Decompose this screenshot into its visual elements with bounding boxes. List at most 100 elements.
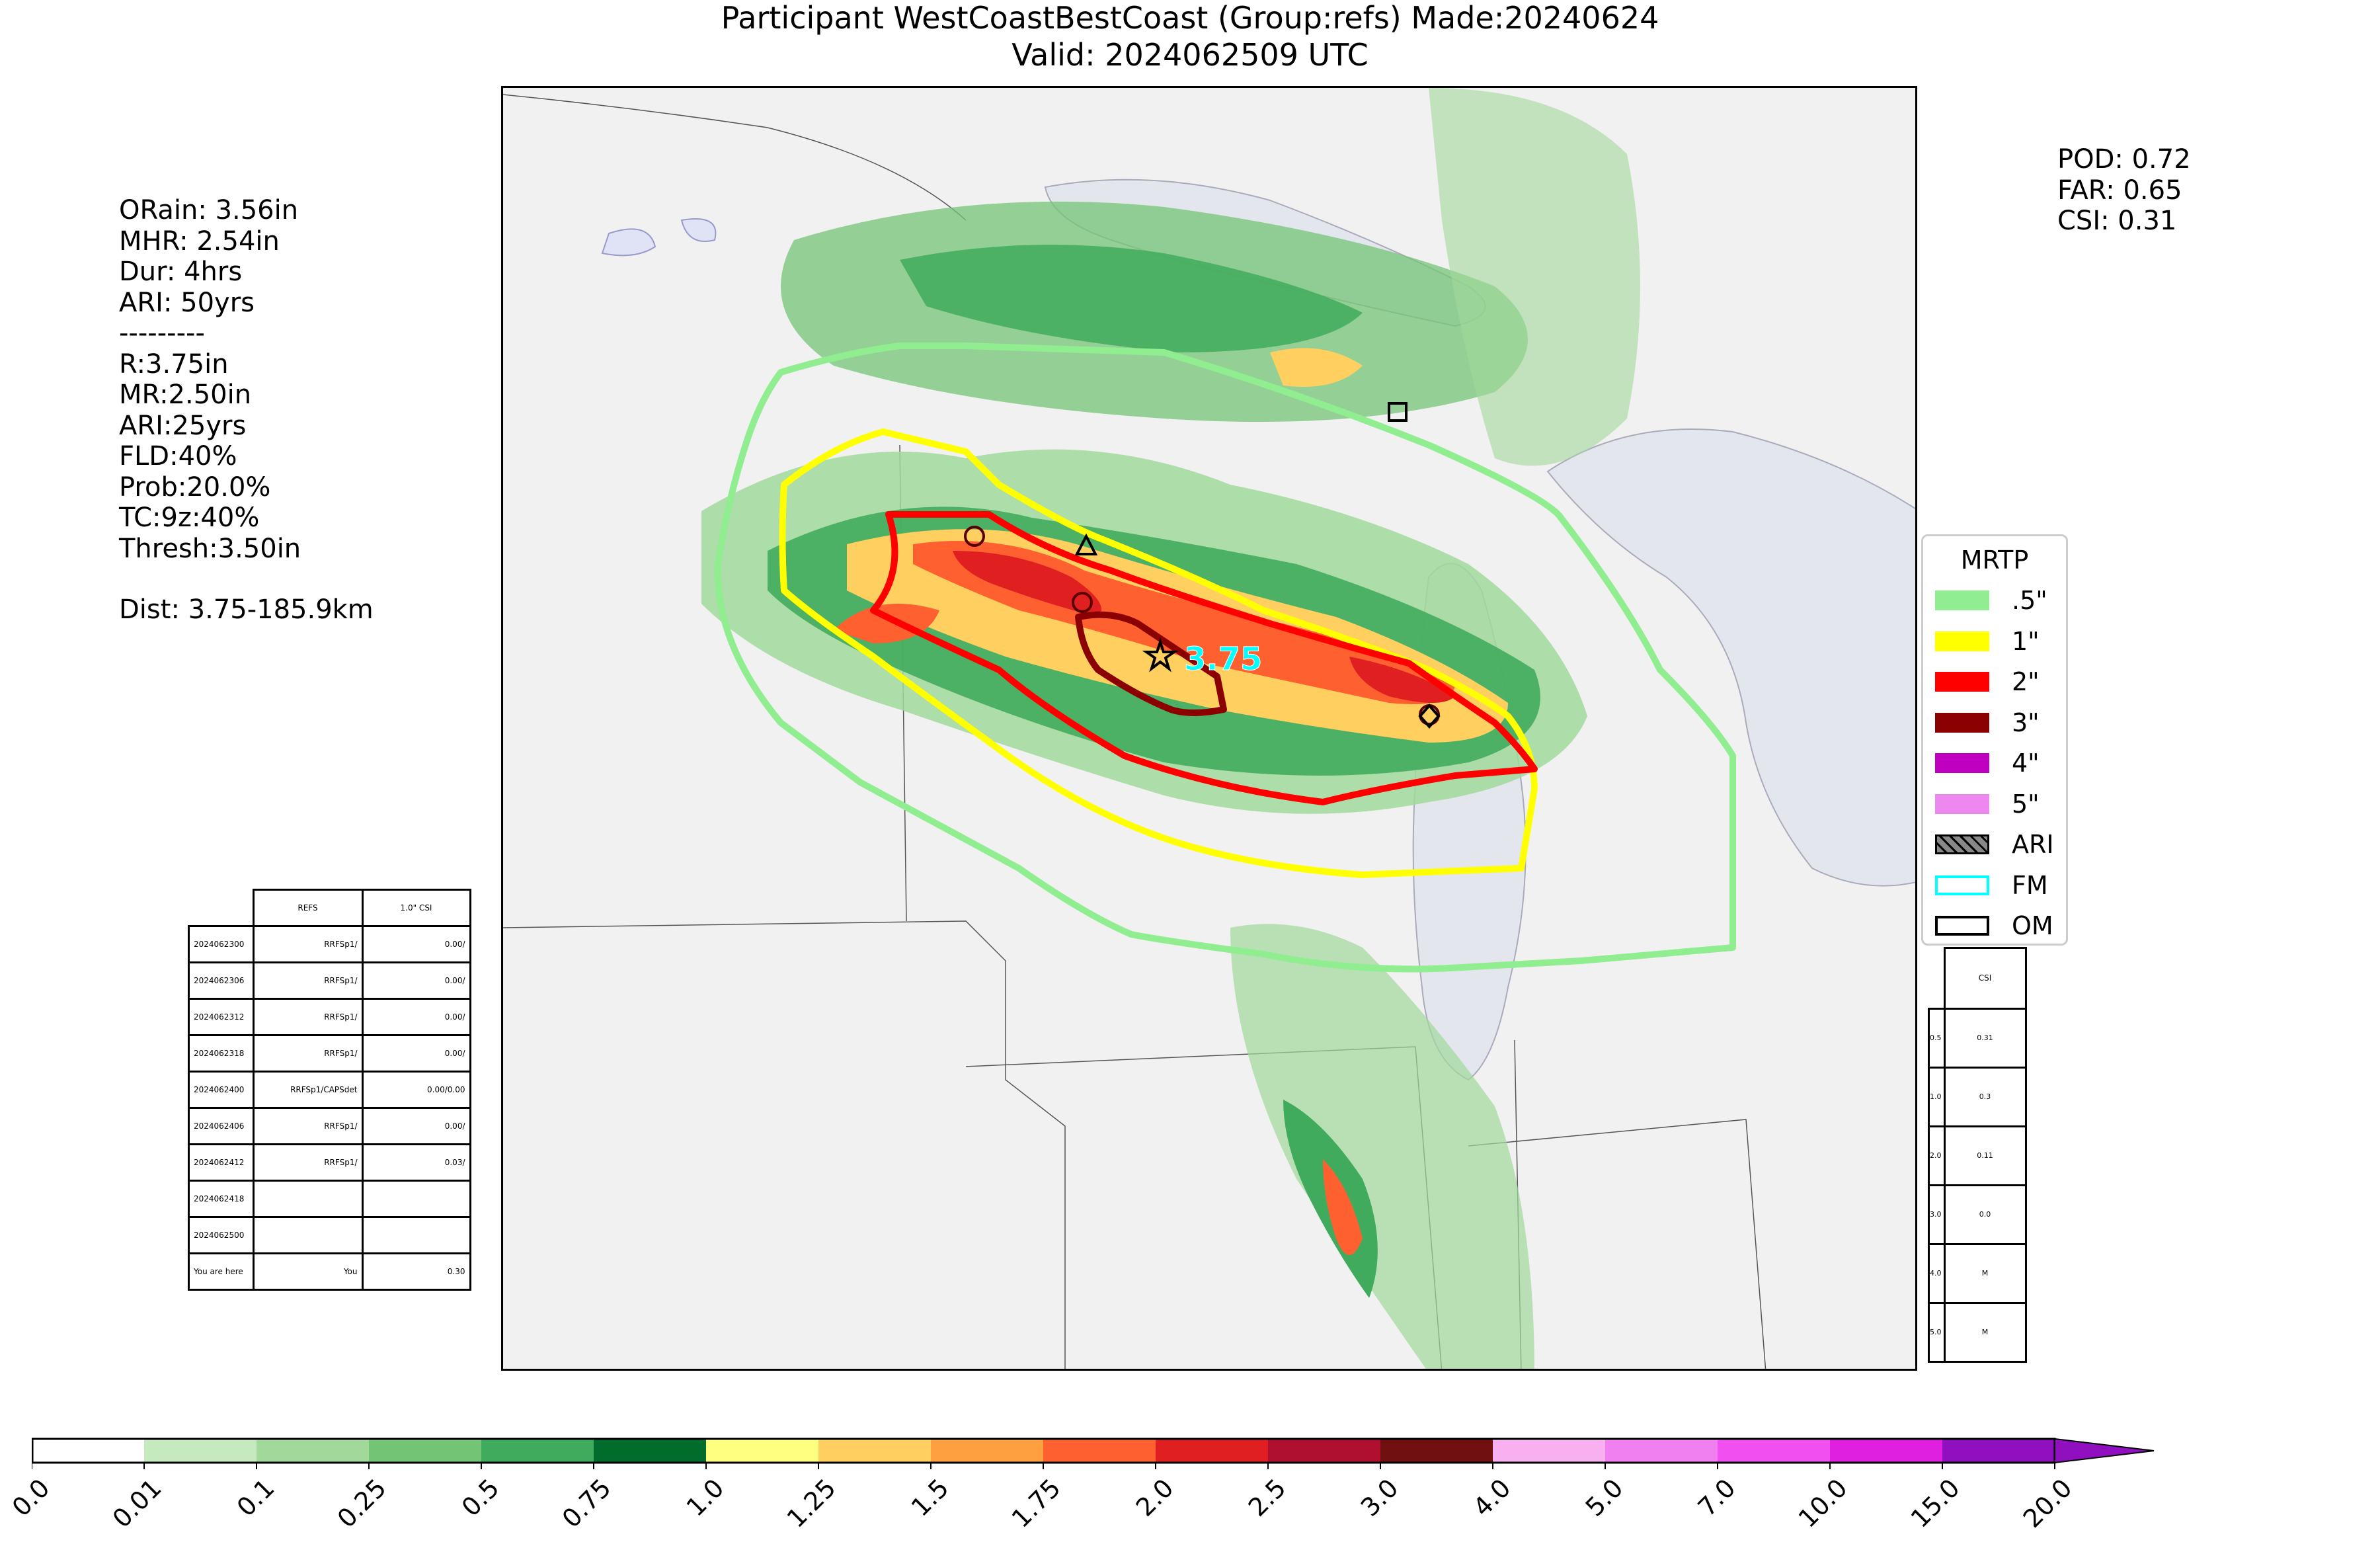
table-cell: 2024062300 (188, 925, 255, 963)
colorbar-segment (1605, 1439, 1718, 1463)
stat-line: ORain: 3.56in (119, 195, 299, 225)
colorbar-segment (32, 1439, 144, 1463)
legend-label: 5" (2012, 789, 2040, 819)
colorbar-extend-arrow (2054, 1438, 2155, 1464)
map-markers (964, 402, 1441, 729)
contour-3-inch (1075, 611, 1227, 716)
observation-circle-marker (1072, 592, 1093, 613)
table-row: 2024062406 RRFSp1/0.00/ (188, 1107, 471, 1145)
table-row: 0.5 0.31 (1928, 1007, 2027, 1069)
table-cell (361, 1180, 471, 1218)
verification-stats-left: ORain: 3.56in MHR: 2.54in Dur: 4hrs ARI:… (119, 195, 374, 626)
table-cell: 2024062406 (188, 1107, 255, 1145)
table-row: You are here You 0.30 (188, 1252, 471, 1291)
table-cell: You (252, 1252, 364, 1291)
table-cell: M (1943, 1301, 2027, 1363)
table-cell: 2024062306 (188, 961, 255, 1000)
table-cell: 4.0 (1928, 1242, 1946, 1304)
table-cell: M (1943, 1242, 2027, 1304)
colorbar-segment (818, 1439, 931, 1463)
colorbar-segment (1268, 1439, 1380, 1463)
table-cell: 2.0 (1928, 1125, 1946, 1186)
legend-swatch (1935, 875, 1989, 895)
stat-line (119, 564, 374, 594)
table-header-cell (188, 889, 255, 927)
colorbar-segment (1156, 1439, 1268, 1463)
table-row: 5.0 M (1928, 1301, 2027, 1363)
table-cell: 0.5 (1928, 1007, 1946, 1069)
contour-2-inch (870, 511, 1538, 805)
table-row: 3.0 0.0 (1928, 1184, 2027, 1245)
table-row: 2024062306 RRFSp1/0.00/ (188, 961, 471, 1000)
colorbar-tick-label: 1.5 (905, 1473, 955, 1522)
table-row: 1.0 0.3 (1928, 1066, 2027, 1127)
table-cell: 0.00/ (361, 998, 471, 1036)
colorbar-tick-label: 0.1 (231, 1473, 280, 1522)
verification-stats-right: POD: 0.72 FAR: 0.65 CSI: 0.31 (2057, 144, 2191, 237)
lake-small-2 (680, 218, 717, 242)
stat-line: ARI:25yrs (119, 410, 247, 441)
legend-label: 2" (2012, 667, 2040, 696)
table-cell (252, 1216, 364, 1254)
table-cell: 0.00/ (361, 1034, 471, 1073)
colorbar-tick-label: 0.01 (107, 1473, 168, 1533)
colorbar-tick-label: 0.0 (6, 1473, 56, 1522)
colorbar-segment (369, 1439, 481, 1463)
legend-item: 4" (1935, 749, 2040, 778)
table-cell: 0.03/ (361, 1143, 471, 1182)
legend-item: OM (1935, 911, 2053, 940)
mrtp-legend: MRTP .5" 1" 2" 3" 4" 5" ARI FM OM (1921, 534, 2068, 946)
legend-item: 3" (1935, 708, 2040, 737)
colorbar-segment (1718, 1439, 1830, 1463)
legend-label: FM (2012, 870, 2048, 900)
table-cell: 0.30 (361, 1252, 471, 1291)
table-cell: 2024062312 (188, 998, 255, 1036)
table-cell: RRFSp1/ (252, 961, 364, 1000)
far-stat: FAR: 0.65 (2057, 175, 2182, 206)
table-cell: 0.00/ (361, 961, 471, 1000)
precipitation-map[interactable]: 3.75 (501, 86, 1917, 1371)
table-cell: 0.00/0.00 (361, 1071, 471, 1109)
table-cell: RRFSp1/ (252, 998, 364, 1036)
colorbar-tick-label: 15.0 (1905, 1473, 1966, 1533)
table-cell: RRFSp1/ (252, 1034, 364, 1073)
table-cell: 5.0 (1928, 1301, 1946, 1363)
csi-table: CSI 0.5 0.31 1.0 0.3 2.0 0.11 3.0 0.0 4.0 M 5.0 M (1928, 947, 2027, 1363)
square-marker (1388, 402, 1408, 422)
table-cell: 0.00/ (361, 925, 471, 963)
legend-swatch (1935, 712, 1989, 733)
legend-item: 2" (1935, 667, 2040, 696)
colorbar-tick-label: 0.75 (557, 1473, 617, 1533)
table-cell: 0.00/ (361, 1107, 471, 1145)
legend-swatch (1935, 753, 1989, 773)
table-cell: 0.31 (1943, 1007, 2027, 1069)
stat-line: MR:2.50in (119, 380, 252, 410)
table-cell: 0.11 (1943, 1125, 2027, 1186)
contour-0-5-inch (714, 343, 1736, 973)
table-cell: 0.0 (1943, 1184, 2027, 1245)
stat-line: R:3.75in (119, 348, 229, 380)
legend-label: .5" (2012, 586, 2047, 615)
table-row: 4.0 M (1928, 1242, 2027, 1304)
colorbar-segment (931, 1439, 1043, 1463)
table-cell: 2024062400 (188, 1071, 255, 1109)
legend-label: ARI (2012, 830, 2054, 859)
colorbar-tick-label: 1.75 (1006, 1473, 1067, 1533)
map-canvas: 3.75 (503, 88, 1915, 1369)
colorbar-segment (706, 1439, 818, 1463)
colorbar-tick-label: 2.0 (1130, 1473, 1179, 1522)
legend-label: OM (2012, 911, 2053, 940)
legend-item: ARI (1935, 830, 2054, 859)
stat-line: Thresh:3.50in (119, 533, 301, 564)
table-row: 2.0 0.11 (1928, 1125, 2027, 1186)
colorbar-svg (31, 1438, 2155, 1469)
table-cell: RRFSp1/ (252, 925, 364, 963)
stat-line: FLD:40% (119, 441, 237, 471)
colorbar-tick-label: 2.5 (1242, 1473, 1292, 1522)
legend-swatch (1935, 834, 1989, 854)
table-row: 2024062400 RRFSp1/CAPSdet 0.00/0.00 (188, 1071, 471, 1109)
colorbar-segment (1830, 1439, 1942, 1463)
legend-swatch (1935, 590, 1989, 610)
table-row: 2024062312 RRFSp1/0.00/ (188, 998, 471, 1036)
table-row: 2024062318 RRFSp1/0.00/ (188, 1034, 471, 1073)
